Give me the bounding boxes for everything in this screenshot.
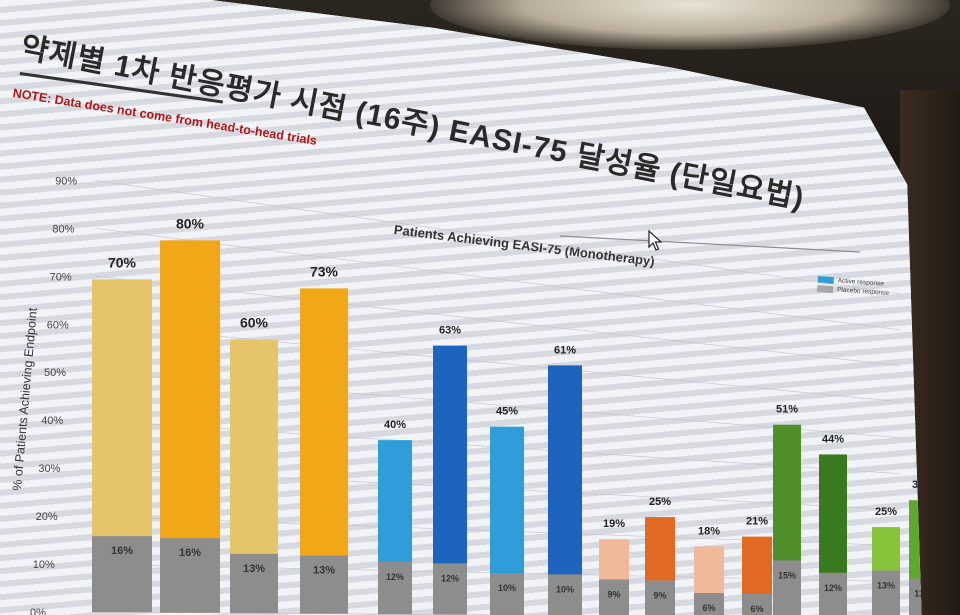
active-data-label: 70% bbox=[108, 254, 137, 270]
y-tick-label: 10% bbox=[33, 559, 55, 571]
active-data-label: 44% bbox=[822, 433, 844, 445]
placebo-data-label: 15% bbox=[778, 570, 796, 580]
y-tick-label: 40% bbox=[41, 415, 63, 427]
placebo-bar bbox=[433, 563, 467, 615]
placebo-data-label: 10% bbox=[556, 584, 574, 594]
active-data-label: 80% bbox=[176, 215, 205, 231]
placebo-bar bbox=[230, 553, 278, 614]
active-data-label: 33% bbox=[912, 479, 934, 491]
active-data-label: 40% bbox=[384, 419, 406, 431]
gridline bbox=[94, 323, 901, 402]
placebo-bar bbox=[819, 572, 847, 615]
placebo-bar bbox=[300, 555, 348, 614]
placebo-data-label: 12% bbox=[824, 583, 842, 593]
placebo-data-label: 6% bbox=[702, 603, 715, 613]
y-tick-label: 50% bbox=[44, 367, 66, 379]
placebo-bar bbox=[92, 536, 152, 613]
gridline bbox=[94, 180, 901, 294]
placebo-bar bbox=[378, 561, 412, 615]
mouse-pointer-icon bbox=[648, 230, 662, 251]
active-data-label: 25% bbox=[875, 506, 897, 518]
placebo-bar bbox=[548, 574, 582, 615]
placebo-bar bbox=[909, 578, 922, 615]
placebo-bar bbox=[742, 593, 772, 615]
y-tick-label: 0% bbox=[30, 607, 46, 615]
y-tick-label: 60% bbox=[47, 319, 69, 331]
active-data-label: 19% bbox=[603, 518, 625, 530]
placebo-data-label: 6% bbox=[750, 604, 763, 614]
placebo-bar bbox=[773, 560, 801, 615]
active-data-label: 60% bbox=[240, 315, 269, 331]
gridline bbox=[94, 371, 901, 438]
placebo-data-label: 10% bbox=[498, 583, 516, 593]
y-tick-label: 70% bbox=[50, 271, 72, 283]
placebo-data-label: 13% bbox=[243, 563, 265, 575]
gridline bbox=[94, 276, 901, 366]
chart-title-rule bbox=[559, 235, 861, 253]
active-data-label: 45% bbox=[496, 406, 518, 418]
active-data-label: 63% bbox=[439, 325, 461, 337]
placebo-data-label: 12% bbox=[386, 572, 404, 582]
y-tick-label: 20% bbox=[36, 511, 58, 523]
placebo-bar bbox=[694, 593, 724, 615]
active-data-label: 73% bbox=[310, 263, 339, 279]
gridline bbox=[94, 228, 901, 330]
active-data-label: 61% bbox=[554, 344, 576, 356]
placebo-data-label: 16% bbox=[179, 547, 201, 559]
placebo-data-label: 13% bbox=[877, 581, 895, 591]
placebo-data-label: 9% bbox=[653, 590, 666, 600]
active-data-label: 21% bbox=[746, 516, 768, 528]
placebo-data-label: 16% bbox=[111, 545, 133, 557]
y-tick-label: 90% bbox=[55, 175, 77, 187]
placebo-data-label: 13% bbox=[313, 565, 335, 577]
placebo-bar bbox=[160, 538, 220, 613]
placebo-data-label: 11% bbox=[914, 589, 932, 599]
active-data-label: 18% bbox=[698, 525, 720, 537]
active-data-label: 51% bbox=[776, 404, 798, 416]
active-data-label: 25% bbox=[649, 496, 671, 508]
y-tick-label: 80% bbox=[52, 223, 74, 235]
active-bar bbox=[548, 365, 582, 615]
placebo-bar bbox=[599, 579, 629, 615]
placebo-bar bbox=[490, 573, 524, 615]
placebo-data-label: 9% bbox=[607, 589, 620, 599]
placebo-bar bbox=[872, 570, 900, 615]
y-tick-label: 30% bbox=[38, 463, 60, 475]
placebo-data-label: 12% bbox=[441, 573, 459, 583]
placebo-bar bbox=[645, 580, 675, 615]
